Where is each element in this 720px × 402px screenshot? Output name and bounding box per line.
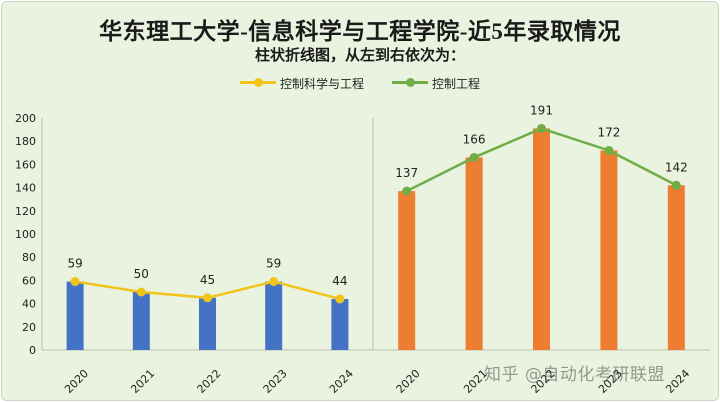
y-tick-label: 120 (15, 205, 36, 218)
x-tick-label: 2024 (327, 367, 356, 396)
line-marker (537, 123, 546, 133)
legend-swatch-control-engineering (392, 73, 428, 93)
line-marker (469, 152, 479, 162)
bar (265, 281, 283, 350)
chart-legend: 控制科学与工程 控制工程 (2, 73, 718, 93)
line-marker (269, 277, 279, 287)
x-tick-label: 2022 (195, 367, 224, 396)
chart-title: 华东理工大学-信息科学与工程学院-近5年录取情况 (99, 19, 621, 44)
y-tick-label: 140 (15, 182, 36, 195)
data-label: 191 (530, 103, 553, 117)
y-tick-label: 200 (15, 112, 36, 125)
bar (465, 157, 483, 350)
line-marker (70, 277, 80, 287)
bar (533, 128, 550, 350)
x-tick-label: 2020 (394, 367, 423, 396)
line-marker (203, 293, 212, 303)
x-tick-label: 2024 (663, 367, 692, 396)
y-tick-label: 100 (15, 228, 36, 241)
line-marker (604, 145, 614, 155)
y-tick-label: 80 (22, 251, 36, 264)
bar (132, 292, 150, 350)
line-marker (136, 287, 146, 297)
legend-label: 控制工程 (432, 76, 481, 91)
data-label: 166 (463, 132, 486, 146)
legend-label: 控制科学与工程 (280, 76, 365, 91)
data-label: 45 (200, 273, 215, 287)
y-tick-label: 40 (22, 298, 36, 311)
bar (199, 297, 216, 350)
y-tick-label: 180 (15, 135, 36, 148)
line-marker (335, 294, 345, 304)
data-label: 142 (665, 160, 688, 174)
data-label: 44 (332, 274, 347, 288)
legend-item-control-science: 控制科学与工程 (240, 73, 364, 93)
line-marker (671, 180, 681, 190)
bar (398, 191, 416, 350)
data-label: 59 (67, 257, 82, 271)
bar (667, 185, 685, 350)
bar (600, 150, 618, 350)
y-tick-label: 0 (29, 344, 36, 357)
bar (331, 298, 349, 350)
x-tick-label: 2020 (62, 367, 91, 396)
legend-item-control-engineering: 控制工程 (392, 73, 480, 93)
y-tick-label: 60 (22, 274, 36, 287)
data-label: 50 (134, 267, 149, 281)
data-label: 172 (597, 125, 620, 139)
y-tick-label: 160 (15, 158, 36, 171)
legend-marker (406, 78, 415, 87)
line-marker (402, 186, 412, 196)
data-label: 59 (266, 257, 281, 271)
legend-marker (254, 78, 263, 87)
chart-subtitle: 柱状折线图，从左到右依次为： (254, 46, 465, 64)
y-tick-label: 20 (22, 321, 36, 334)
legend-swatch-control-science (240, 73, 276, 93)
x-tick-label: 2021 (128, 367, 157, 396)
bar (66, 281, 84, 350)
data-label: 137 (395, 166, 418, 180)
x-tick-label: 2023 (261, 367, 290, 396)
watermark-text: 知乎 @自动化考研联盟 (484, 365, 665, 385)
